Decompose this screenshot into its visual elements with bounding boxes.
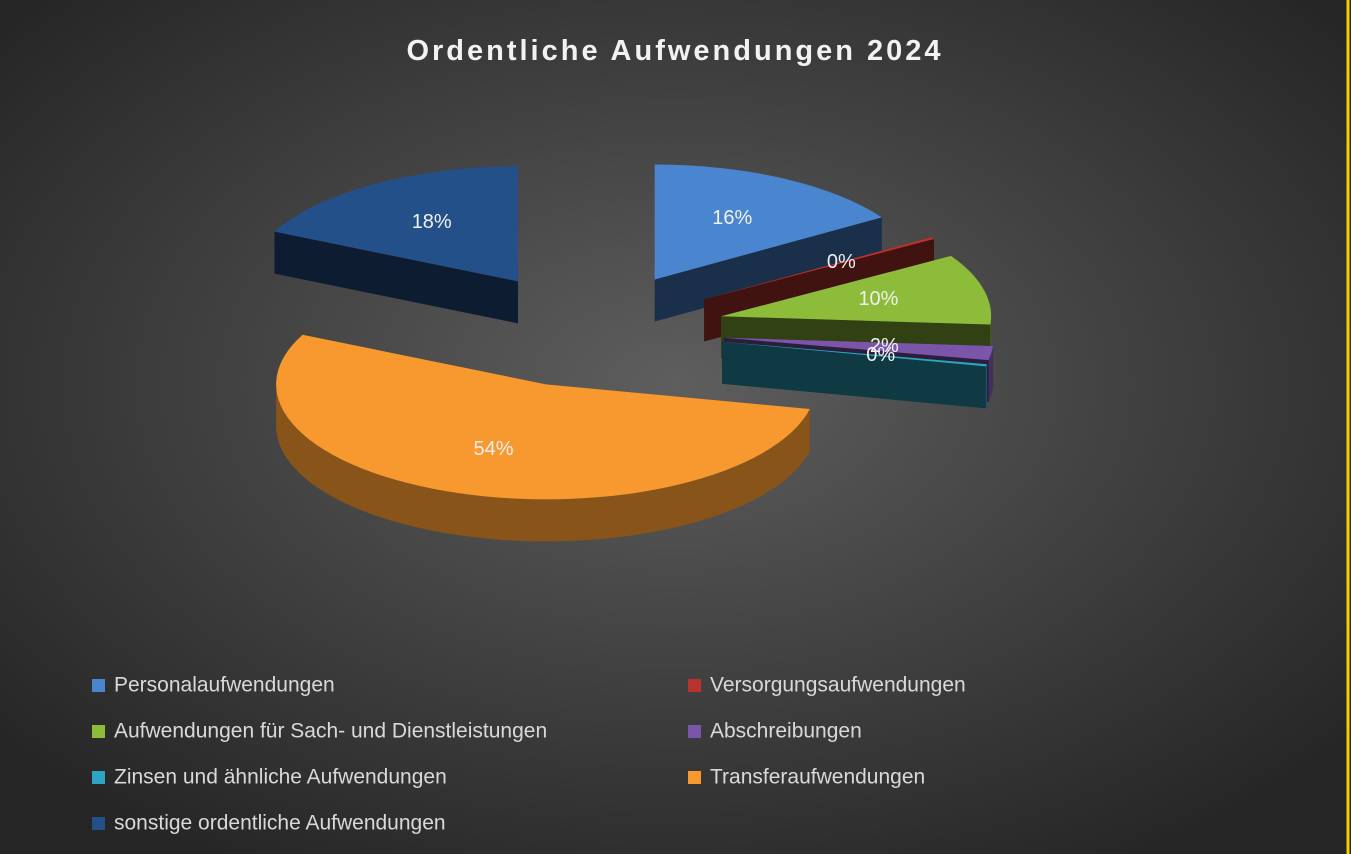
legend-swatch — [688, 725, 701, 738]
slice-side — [276, 384, 810, 542]
legend-label: Zinsen und ähnliche Aufwendungen — [114, 766, 447, 789]
data-label: 0% — [866, 344, 895, 366]
legend-label: Aufwendungen für Sach- und Dienstleistun… — [114, 720, 547, 743]
data-label: 16% — [712, 207, 752, 229]
legend-swatch — [92, 771, 105, 784]
slice — [722, 341, 987, 409]
legend-swatch — [688, 771, 701, 784]
slice-top — [722, 341, 987, 367]
data-label: 0% — [827, 251, 856, 273]
legend-label: Versorgungsaufwendungen — [710, 674, 966, 697]
slice-top — [274, 166, 519, 282]
pie: 16%0%10%2%0%54%18% — [274, 164, 994, 542]
slice-top — [723, 337, 994, 361]
data-label: 2% — [870, 335, 899, 357]
slice — [274, 166, 519, 324]
legend-swatch — [688, 679, 701, 692]
slice-wall — [654, 217, 882, 322]
slice-top — [704, 237, 935, 300]
legend-label: Personalaufwendungen — [114, 674, 335, 697]
slice-wall — [274, 231, 519, 324]
legend-swatch — [92, 725, 105, 738]
slice-top — [276, 334, 810, 500]
data-label: 10% — [858, 288, 898, 310]
slice-top — [721, 255, 992, 325]
data-label: 54% — [473, 438, 513, 460]
slice-side — [985, 364, 987, 409]
legend-label: Transferaufwendungen — [710, 766, 925, 789]
legend-swatch — [92, 817, 105, 830]
legend-label: Abschreibungen — [710, 720, 862, 743]
legend-label: sonstige ordentliche Aufwendungen — [114, 812, 446, 835]
slice — [654, 164, 882, 322]
slice-top — [654, 164, 882, 280]
legend-swatch — [92, 679, 105, 692]
legend: Personalaufwendungen Versorgungsaufwendun… — [92, 674, 966, 835]
data-label: 18% — [412, 211, 452, 233]
slice-side — [988, 345, 994, 403]
chart-title: Ordentliche Aufwendungen 2024 — [406, 35, 943, 67]
slice-wall — [722, 341, 986, 409]
slice — [276, 334, 810, 542]
